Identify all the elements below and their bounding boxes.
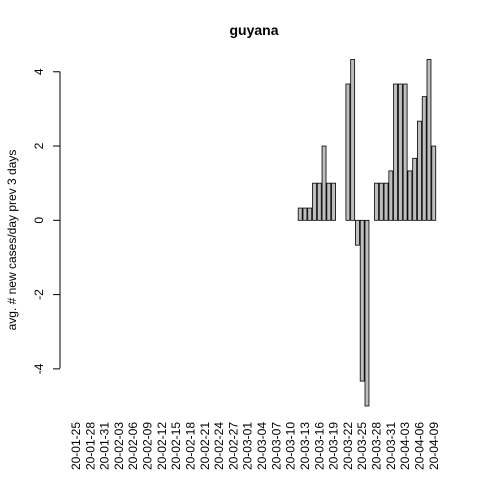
bar	[312, 182, 317, 221]
x-tick-label: 20-01-28	[83, 422, 97, 470]
x-tick-label: 20-02-18	[183, 422, 197, 470]
bar	[307, 207, 313, 221]
x-tick-label: 20-03-01	[241, 422, 255, 470]
bar	[359, 219, 365, 382]
x-tick-label: 20-03-16	[312, 422, 326, 470]
bar	[417, 120, 422, 221]
bar	[397, 83, 403, 221]
x-tick-label: 20-03-04	[255, 422, 269, 470]
bar	[374, 182, 379, 221]
bar	[326, 182, 332, 221]
x-tick-label: 20-03-07	[269, 422, 283, 470]
x-tick-label: 20-03-28	[370, 422, 384, 470]
bar	[345, 83, 351, 221]
x-tick-label: 20-03-25	[355, 422, 369, 470]
bar	[331, 182, 336, 221]
y-tick-label: -2	[32, 289, 46, 300]
x-tick-label: 20-03-19	[327, 422, 341, 470]
x-tick-label: 20-03-31	[384, 422, 398, 470]
bar	[321, 145, 327, 221]
x-tick-label: 20-03-13	[298, 422, 312, 470]
chart-title: guyana	[229, 22, 278, 38]
x-tick-label: 20-01-31	[98, 422, 112, 470]
bar	[350, 59, 356, 221]
bar	[388, 170, 394, 221]
bar	[297, 207, 303, 221]
y-tick-label: 0	[32, 217, 46, 224]
bar	[407, 170, 413, 221]
y-axis-label: avg. # new cases/day prev 3 days	[5, 150, 19, 331]
x-tick-label: 20-02-21	[198, 422, 212, 470]
x-tick-label: 20-04-09	[427, 422, 441, 470]
bar	[364, 219, 370, 407]
bar	[302, 207, 308, 221]
bar	[421, 96, 427, 221]
bar	[412, 157, 418, 221]
x-tick-label: 20-04-03	[398, 422, 412, 470]
y-tick-label: 4	[32, 68, 46, 75]
bar	[383, 182, 389, 221]
y-tick-label: -4	[32, 363, 46, 374]
x-tick-label: 20-02-24	[212, 422, 226, 470]
x-tick-label: 20-02-15	[169, 422, 183, 470]
y-tick-label: 2	[32, 142, 46, 149]
x-tick-label: 20-02-27	[226, 422, 240, 470]
bar	[431, 145, 437, 221]
bar	[355, 219, 360, 246]
bar	[316, 182, 322, 221]
x-tick-label: 20-02-06	[126, 422, 140, 470]
bar	[402, 83, 408, 221]
x-tick-label: 20-03-10	[284, 422, 298, 470]
x-tick-label: 20-01-25	[69, 422, 83, 470]
x-tick-label: 20-04-06	[412, 422, 426, 470]
x-tick-label: 20-02-12	[155, 422, 169, 470]
x-tick-label: 20-02-09	[141, 422, 155, 470]
bar	[426, 59, 432, 221]
x-tick-label: 20-03-22	[341, 422, 355, 470]
x-tick-label: 20-02-03	[112, 422, 126, 470]
bar	[393, 83, 398, 221]
bar	[378, 182, 384, 221]
